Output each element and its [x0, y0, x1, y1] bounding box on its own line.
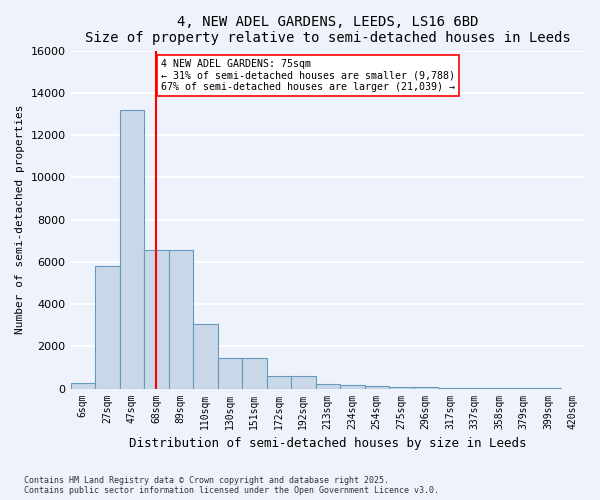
Bar: [365, 386, 389, 388]
Bar: [266, 376, 291, 388]
Bar: [193, 324, 218, 388]
Bar: [291, 376, 316, 388]
X-axis label: Distribution of semi-detached houses by size in Leeds: Distribution of semi-detached houses by …: [129, 437, 527, 450]
Bar: [242, 358, 266, 388]
Y-axis label: Number of semi-detached properties: Number of semi-detached properties: [15, 105, 25, 334]
Bar: [144, 250, 169, 388]
Text: Contains HM Land Registry data © Crown copyright and database right 2025.
Contai: Contains HM Land Registry data © Crown c…: [24, 476, 439, 495]
Bar: [119, 110, 144, 388]
Bar: [71, 383, 95, 388]
Bar: [389, 387, 413, 388]
Bar: [340, 385, 365, 388]
Bar: [95, 266, 119, 388]
Bar: [218, 358, 242, 388]
Text: 4 NEW ADEL GARDENS: 75sqm
← 31% of semi-detached houses are smaller (9,788)
67% : 4 NEW ADEL GARDENS: 75sqm ← 31% of semi-…: [161, 59, 455, 92]
Bar: [316, 384, 340, 388]
Title: 4, NEW ADEL GARDENS, LEEDS, LS16 6BD
Size of property relative to semi-detached : 4, NEW ADEL GARDENS, LEEDS, LS16 6BD Siz…: [85, 15, 571, 45]
Bar: [169, 250, 193, 388]
